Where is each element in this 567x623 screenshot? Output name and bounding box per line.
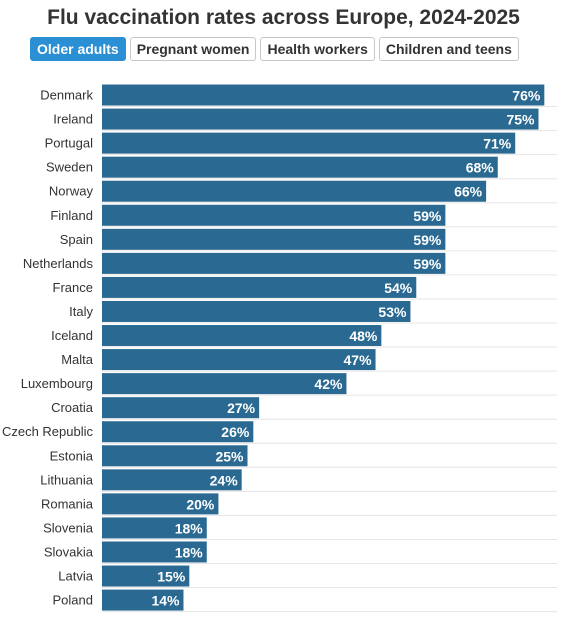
category-label-iceland: Iceland bbox=[51, 328, 93, 343]
bar-spain[interactable] bbox=[102, 228, 446, 250]
value-label-romania: 20% bbox=[186, 496, 215, 512]
category-label-estonia: Estonia bbox=[50, 448, 94, 463]
bar-malta[interactable] bbox=[102, 349, 376, 371]
category-label-italy: Italy bbox=[69, 304, 93, 319]
bar-czech-republic[interactable] bbox=[102, 421, 254, 443]
value-label-spain: 59% bbox=[413, 232, 442, 248]
bar-iceland[interactable] bbox=[102, 325, 382, 347]
bar-luxembourg[interactable] bbox=[102, 373, 347, 395]
bar-croatia[interactable] bbox=[102, 397, 260, 419]
value-label-slovenia: 18% bbox=[175, 520, 204, 536]
value-label-czech-republic: 26% bbox=[221, 424, 250, 440]
bar-france[interactable] bbox=[102, 276, 417, 298]
value-label-slovakia: 18% bbox=[175, 544, 204, 560]
bar-sweden[interactable] bbox=[102, 156, 498, 178]
category-label-ireland: Ireland bbox=[53, 112, 93, 127]
tab-bar: Older adults Pregnant women Health worke… bbox=[30, 37, 519, 61]
category-label-romania: Romania bbox=[41, 496, 94, 511]
category-label-latvia: Latvia bbox=[58, 569, 93, 584]
bar-denmark[interactable] bbox=[102, 84, 545, 106]
category-label-poland: Poland bbox=[53, 593, 93, 608]
category-label-croatia: Croatia bbox=[51, 400, 94, 415]
category-label-malta: Malta bbox=[61, 352, 94, 367]
category-label-netherlands: Netherlands bbox=[23, 256, 94, 271]
category-label-slovakia: Slovakia bbox=[44, 544, 94, 559]
category-label-france: France bbox=[53, 280, 93, 295]
category-label-sweden: Sweden bbox=[46, 160, 93, 175]
value-label-malta: 47% bbox=[344, 352, 373, 368]
value-label-finland: 59% bbox=[413, 208, 442, 224]
category-label-finland: Finland bbox=[50, 208, 93, 223]
bar-estonia[interactable] bbox=[102, 445, 248, 467]
tab-pregnant-women[interactable]: Pregnant women bbox=[129, 37, 257, 61]
tab-children-and-teens[interactable]: Children and teens bbox=[378, 37, 519, 61]
value-label-poland: 14% bbox=[151, 593, 180, 609]
chart-title: Flu vaccination rates across Europe, 202… bbox=[47, 6, 520, 29]
value-label-iceland: 48% bbox=[349, 328, 378, 344]
category-label-lithuania: Lithuania bbox=[40, 472, 94, 487]
bar-netherlands[interactable] bbox=[102, 252, 446, 274]
value-label-france: 54% bbox=[384, 280, 413, 296]
bar-italy[interactable] bbox=[102, 300, 411, 322]
value-label-sweden: 68% bbox=[466, 160, 495, 176]
value-label-estonia: 25% bbox=[215, 448, 244, 464]
value-label-latvia: 15% bbox=[157, 569, 186, 585]
bar-ireland[interactable] bbox=[102, 108, 539, 130]
bar-portugal[interactable] bbox=[102, 132, 516, 154]
category-label-spain: Spain bbox=[60, 232, 93, 247]
category-label-luxembourg: Luxembourg bbox=[21, 376, 93, 391]
bar-poland[interactable] bbox=[102, 589, 184, 611]
tab-health-workers[interactable]: Health workers bbox=[260, 37, 375, 61]
value-label-luxembourg: 42% bbox=[314, 376, 343, 392]
category-label-slovenia: Slovenia bbox=[43, 520, 94, 535]
bar-latvia[interactable] bbox=[102, 565, 190, 587]
bar-finland[interactable] bbox=[102, 204, 446, 226]
value-label-netherlands: 59% bbox=[413, 256, 442, 272]
bar-lithuania[interactable] bbox=[102, 469, 242, 491]
bar-slovakia[interactable] bbox=[102, 541, 207, 563]
value-label-ireland: 75% bbox=[506, 112, 535, 128]
value-label-croatia: 27% bbox=[227, 400, 256, 416]
value-label-denmark: 76% bbox=[512, 88, 541, 104]
category-label-czech-republic: Czech Republic bbox=[2, 424, 94, 439]
category-label-norway: Norway bbox=[49, 184, 94, 199]
value-label-lithuania: 24% bbox=[210, 472, 239, 488]
value-label-portugal: 71% bbox=[483, 136, 512, 152]
value-label-norway: 66% bbox=[454, 184, 483, 200]
bar-slovenia[interactable] bbox=[102, 517, 207, 539]
tab-older-adults[interactable]: Older adults bbox=[30, 37, 126, 61]
bar-romania[interactable] bbox=[102, 493, 219, 515]
bar-norway[interactable] bbox=[102, 180, 487, 202]
value-label-italy: 53% bbox=[378, 304, 407, 320]
category-label-denmark: Denmark bbox=[40, 88, 93, 103]
category-label-portugal: Portugal bbox=[45, 136, 94, 151]
